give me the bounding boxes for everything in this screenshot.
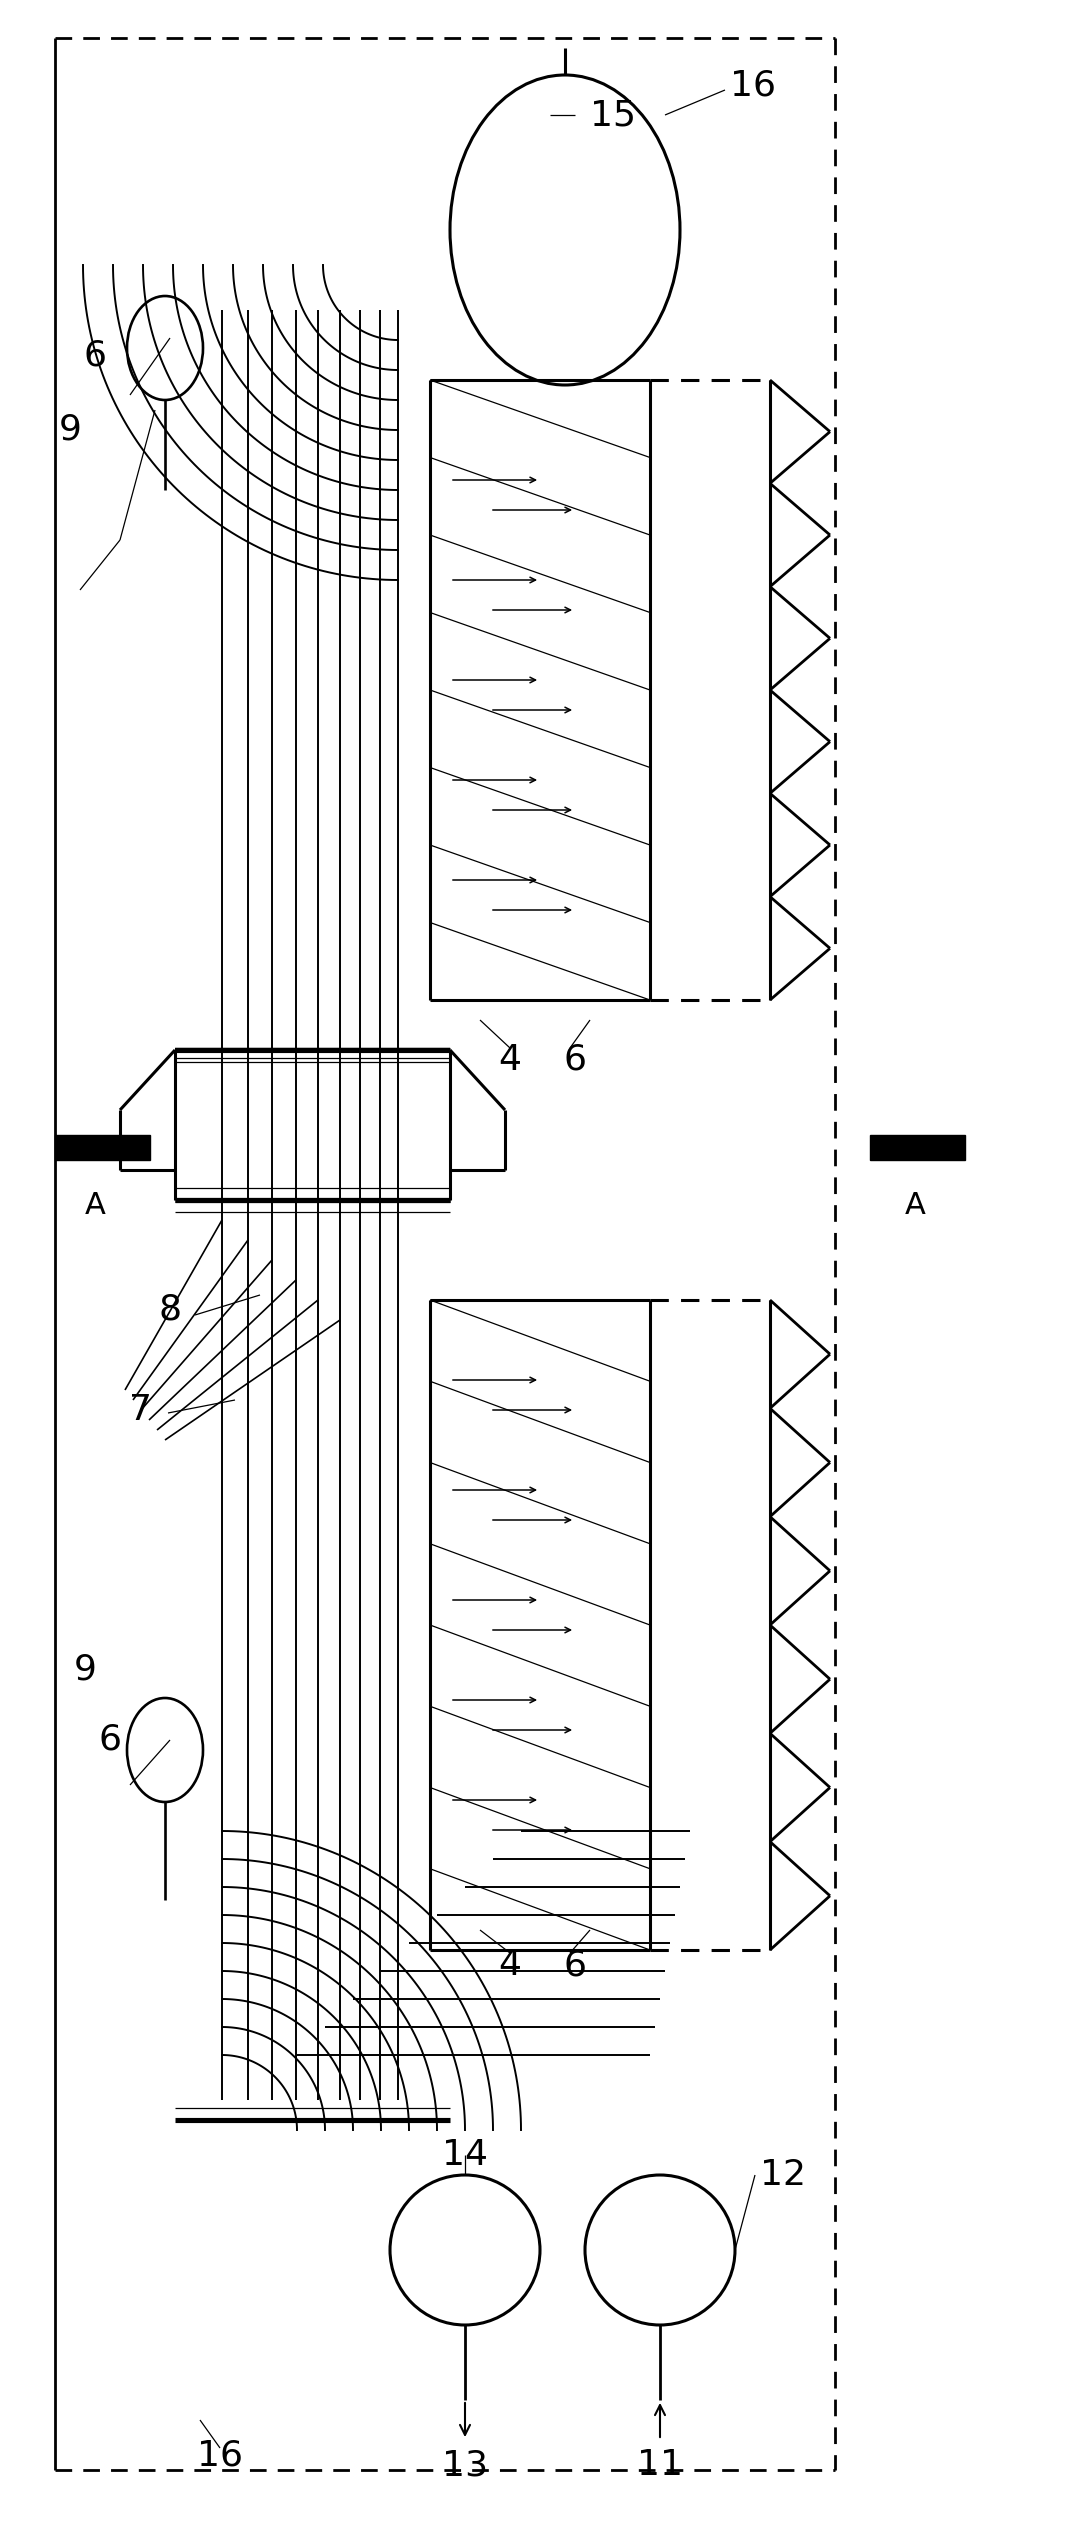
Text: 4: 4 [498, 1947, 521, 1983]
Text: 13: 13 [442, 2448, 488, 2481]
Text: 16: 16 [730, 69, 776, 102]
Text: 6: 6 [84, 338, 106, 372]
Text: 14: 14 [442, 2138, 488, 2171]
Text: A: A [85, 1191, 105, 1219]
Text: A: A [905, 1191, 925, 1219]
Text: 9: 9 [74, 1654, 97, 1687]
Text: 7: 7 [128, 1392, 152, 1428]
Text: 11: 11 [637, 2448, 683, 2481]
Text: 9: 9 [59, 412, 81, 448]
Text: 16: 16 [197, 2438, 243, 2471]
Text: 8: 8 [159, 1293, 181, 1326]
Text: 12: 12 [760, 2158, 806, 2191]
Text: 15: 15 [590, 99, 636, 132]
Bar [870, 1135, 965, 1161]
Bar [55, 1135, 150, 1161]
Text: 6: 6 [564, 1043, 586, 1077]
Text: 4: 4 [498, 1043, 521, 1077]
Text: 6: 6 [564, 1947, 586, 1983]
Text: 6: 6 [99, 1723, 122, 1756]
